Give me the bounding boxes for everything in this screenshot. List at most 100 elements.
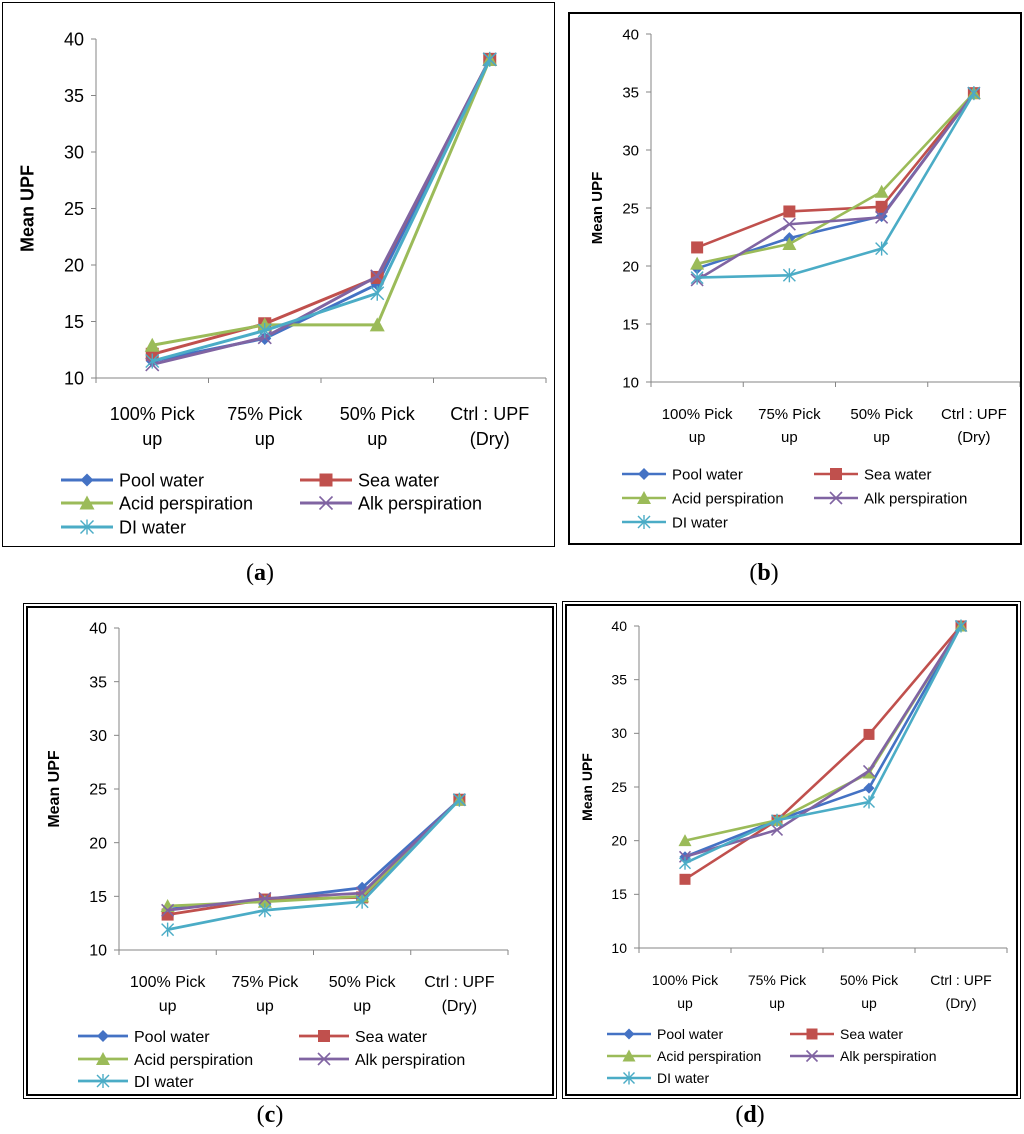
- series-alk-perspiration: [690, 86, 981, 287]
- y-tick-label: 30: [622, 142, 639, 159]
- series-acid-perspiration: [690, 86, 981, 270]
- series-line: [167, 798, 461, 931]
- legend-label: Acid perspiration: [657, 1048, 761, 1064]
- legend-marker: [623, 1028, 635, 1040]
- x-tick-label: 100% Pick: [662, 406, 733, 423]
- x-tick-label: 50% Pick: [840, 972, 899, 988]
- legend-marker: [79, 495, 95, 510]
- y-tick-label: 20: [611, 833, 627, 849]
- chart-svg-b: 10 15 20 25 30 35 40 100% Pick up 75% Pick up 50% P…: [589, 26, 1020, 531]
- y-tick-label: 15: [622, 316, 639, 333]
- series-di-water: [679, 619, 967, 870]
- legend-marker: [805, 1049, 819, 1063]
- x-tick-label: 50% Pick: [329, 974, 397, 991]
- legend-marker: [829, 491, 843, 505]
- legend-label: Pool water: [134, 1029, 210, 1046]
- y-tick-label: 25: [64, 199, 84, 219]
- data-point: [782, 236, 797, 250]
- series-line: [167, 798, 461, 911]
- legend-marker: [637, 515, 651, 529]
- caption-c: (c): [256, 1102, 284, 1128]
- data-point: [679, 873, 691, 885]
- x-tick-label: up: [255, 429, 275, 449]
- series-line: [167, 798, 461, 916]
- data-point: [862, 764, 876, 777]
- legend-label: Sea water: [355, 1029, 428, 1046]
- legend-item: Acid perspiration: [607, 1048, 761, 1064]
- x-tick-label: Ctrl : UPF: [941, 406, 1007, 423]
- legend-item: DI water: [78, 1074, 194, 1091]
- data-point: [258, 891, 272, 906]
- y-tick-label: 40: [611, 618, 627, 634]
- x-tick-label: up: [142, 429, 162, 449]
- legend-item: Acid perspiration: [622, 490, 784, 507]
- legend-item: Sea water: [300, 470, 439, 490]
- legend-label: Alk perspiration: [864, 490, 967, 507]
- x-tick-label: Ctrl : UPF: [450, 404, 529, 424]
- y-axis-title: Mean UPF: [17, 165, 37, 252]
- x-tick-label: Ctrl : UPF: [930, 972, 991, 988]
- legend-item: Sea water: [299, 1029, 428, 1046]
- legend-label: Pool water: [657, 1026, 723, 1042]
- x-tick-label: up: [677, 995, 693, 1011]
- data-point: [482, 51, 497, 67]
- series-sea-water: [145, 52, 497, 361]
- y-tick-label: 25: [89, 782, 107, 799]
- x-tick-label: 100% Pick: [110, 404, 196, 424]
- caption-a: (a): [246, 560, 274, 586]
- legend-marker: [317, 1052, 331, 1066]
- chart-svg-c: 10 15 20 25 30 35 40 100% Pick up 75% Pick up 50% P…: [46, 621, 509, 1091]
- legend-marker: [96, 1074, 110, 1088]
- legend-marker: [80, 473, 94, 487]
- data-point: [258, 903, 272, 918]
- data-point: [782, 217, 796, 231]
- y-axis-title: Mean UPF: [579, 753, 595, 821]
- series-alk-perspiration: [678, 619, 968, 863]
- caption-d: (d): [735, 1102, 765, 1128]
- legend-label: DI water: [134, 1074, 194, 1091]
- x-tick-label: 100% Pick: [652, 972, 719, 988]
- legend-label: Pool water: [672, 466, 743, 483]
- legend-item: DI water: [607, 1070, 709, 1086]
- series-line: [697, 92, 975, 279]
- series-line: [167, 798, 461, 908]
- y-tick-label: 10: [611, 940, 627, 956]
- data-point: [967, 86, 981, 101]
- y-tick-label: 40: [622, 26, 639, 43]
- series-line: [151, 58, 492, 363]
- y-tick-label: 15: [64, 312, 84, 332]
- legend-item: Acid perspiration: [78, 1052, 253, 1069]
- data-point: [257, 894, 272, 908]
- legend-marker: [318, 1030, 330, 1042]
- y-tick-label: 25: [622, 200, 639, 217]
- legend-item: DI water: [61, 517, 186, 537]
- data-point: [690, 270, 704, 285]
- chart-svg-a: 10 15 20 25 30 35 40 100% Pick up 75% Pick up 50% P…: [17, 29, 547, 537]
- x-tick-label: 100% Pick: [130, 974, 207, 991]
- data-point: [783, 205, 796, 218]
- series-di-water: [690, 86, 981, 285]
- series-line: [696, 92, 975, 282]
- legend-label: Acid perspiration: [672, 490, 784, 507]
- data-point: [452, 792, 466, 807]
- data-point: [875, 241, 889, 256]
- y-tick-label: 40: [64, 29, 84, 49]
- y-tick-label: 25: [611, 779, 627, 795]
- y-tick-label: 35: [89, 674, 107, 691]
- series-pool-water: [679, 620, 967, 863]
- y-tick-label: 20: [64, 255, 84, 275]
- y-axis-title: Mean UPF: [46, 750, 63, 828]
- data-point: [370, 269, 385, 284]
- data-point: [874, 184, 889, 198]
- x-tick-label: up: [256, 998, 274, 1015]
- series-line: [684, 625, 963, 859]
- legend-label: DI water: [672, 514, 728, 531]
- series-pool-water: [691, 87, 980, 275]
- chart-svg-d: 10 15 20 25 30 35 40 100% Pick up 75% Pick up 50% P…: [579, 618, 1008, 1086]
- legend-item: Pool water: [61, 470, 204, 490]
- y-tick-label: 15: [89, 889, 107, 906]
- series-line: [151, 58, 492, 363]
- series-line: [684, 625, 963, 842]
- data-point: [875, 210, 889, 224]
- y-tick-label: 35: [622, 84, 639, 101]
